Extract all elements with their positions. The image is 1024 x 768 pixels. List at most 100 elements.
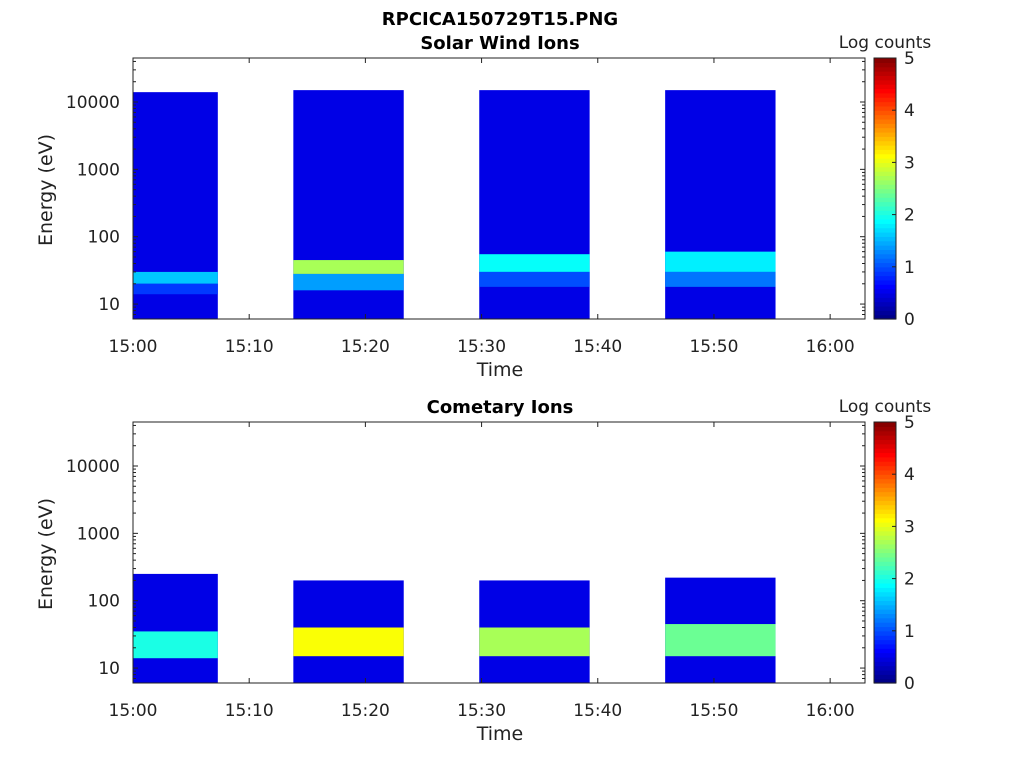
colorbar-segment xyxy=(874,227,896,233)
y-tick-label: 100 xyxy=(88,228,120,248)
colorbar-segment xyxy=(874,110,896,116)
x-tick-label: 15:10 xyxy=(225,701,274,721)
colorbar-segment xyxy=(874,426,896,432)
colorbar-tick-label: 4 xyxy=(904,101,915,121)
plot-frame xyxy=(132,57,866,320)
colorbar-segment xyxy=(874,474,896,480)
y-tick-label: 10000 xyxy=(66,457,120,477)
colorbar-tick-label: 2 xyxy=(904,570,915,590)
x-tick-label: 15:20 xyxy=(341,701,390,721)
heatmap-cell xyxy=(479,254,590,272)
colorbar-frame xyxy=(873,421,897,684)
colorbar-segment xyxy=(874,626,896,632)
x-tick-label: 16:00 xyxy=(806,337,855,357)
colorbar-segment xyxy=(874,622,896,628)
colorbar-segment xyxy=(874,114,896,120)
heatmap-cell xyxy=(665,271,776,287)
colorbar-segment xyxy=(874,543,896,549)
colorbar-segment xyxy=(874,526,896,532)
colorbar-segment xyxy=(874,214,896,220)
colorbar-segment xyxy=(874,153,896,159)
y-tick-label: 1000 xyxy=(77,160,120,180)
colorbar-segment xyxy=(874,184,896,190)
colorbar-segment xyxy=(874,101,896,107)
x-tick-label: 15:30 xyxy=(457,337,506,357)
colorbar-segment xyxy=(874,617,896,623)
colorbar-segment xyxy=(874,166,896,172)
colorbar-tick-label: 5 xyxy=(904,49,915,69)
colorbar-segment xyxy=(874,548,896,554)
colorbar-tick-label: 5 xyxy=(904,413,915,433)
x-ticks: 15:00 15:10 15:20 15:30 15:40 15:50 16:00 xyxy=(109,422,855,721)
panel-title: Solar Wind Ions xyxy=(420,33,579,54)
colorbar-segment xyxy=(874,118,896,124)
heatmap-cell xyxy=(293,273,404,291)
colorbar-segment xyxy=(874,456,896,462)
colorbar-segment xyxy=(874,487,896,493)
plot-frame xyxy=(132,421,866,684)
colorbar-segment xyxy=(874,635,896,641)
colorbar-segment xyxy=(874,123,896,129)
colorbar-tick-label: 0 xyxy=(904,310,915,330)
figure-title: RPCICA150729T15.PNG xyxy=(382,9,618,30)
colorbar-tick-label: 1 xyxy=(904,622,915,642)
colorbar-segment xyxy=(874,75,896,81)
x-tick-label: 15:30 xyxy=(457,701,506,721)
colorbar-segment xyxy=(874,305,896,311)
heatmap-cell xyxy=(479,627,590,657)
colorbar-segment xyxy=(874,262,896,268)
colorbar-segment xyxy=(874,648,896,654)
heatmap-cells xyxy=(133,573,776,683)
colorbar-segment xyxy=(874,513,896,519)
colorbar-segment xyxy=(874,565,896,571)
colorbar-segment xyxy=(874,105,896,111)
colorbar-segment xyxy=(874,158,896,163)
colorbar-segment xyxy=(874,162,896,168)
cometary-panel: Cometary Ions Log counts Energy (eV) Tim… xyxy=(35,397,931,745)
colorbar-segment xyxy=(874,574,896,580)
x-tick-label: 15:10 xyxy=(225,337,274,357)
colorbar-segment xyxy=(874,284,896,290)
colorbar-tick-label: 3 xyxy=(904,517,915,537)
colorbar-segment xyxy=(874,279,896,285)
colorbar-segment xyxy=(874,97,896,103)
colorbar-label: Log counts xyxy=(839,33,932,53)
colorbar-segment xyxy=(874,639,896,645)
colorbar-segment xyxy=(874,600,896,606)
colorbar-segment xyxy=(874,482,896,488)
colorbar-segment xyxy=(874,539,896,545)
colorbar-tick-label: 1 xyxy=(904,258,915,278)
colorbar-segment xyxy=(874,422,896,427)
heatmap-cell xyxy=(133,283,218,295)
colorbar-segment xyxy=(874,131,896,137)
colorbar-segment xyxy=(874,578,896,584)
colorbar-segment xyxy=(874,609,896,614)
solar-wind-panel: Solar Wind Ions Log counts Energy (eV) T… xyxy=(35,33,931,381)
colorbar-segment xyxy=(874,266,896,272)
colorbar-frame xyxy=(873,57,897,320)
colorbar-segment xyxy=(874,587,896,593)
colorbar-segment xyxy=(874,469,896,475)
x-tick-label: 15:00 xyxy=(109,337,158,357)
colorbar-segment xyxy=(874,149,896,155)
colorbar-segment xyxy=(874,205,896,211)
colorbar-segment xyxy=(874,491,896,497)
colorbar-segment xyxy=(874,652,896,658)
colorbar-segment xyxy=(874,530,896,536)
colorbar-segment xyxy=(874,79,896,85)
colorbar-segment xyxy=(874,310,896,316)
colorbar-segment xyxy=(874,292,896,298)
colorbar-segment xyxy=(874,88,896,94)
colorbar-segment xyxy=(874,258,896,264)
colorbar-segment xyxy=(874,275,896,281)
x-tick-label: 15:50 xyxy=(689,701,738,721)
colorbar-segment xyxy=(874,604,896,610)
colorbar-segment xyxy=(874,630,896,636)
colorbar-tick-label: 2 xyxy=(904,206,915,226)
colorbar-segment xyxy=(874,569,896,575)
colorbar-tick-label: 4 xyxy=(904,465,915,485)
heatmap-cells xyxy=(133,90,776,319)
x-tick-label: 15:50 xyxy=(689,337,738,357)
colorbar-segment xyxy=(874,58,896,63)
